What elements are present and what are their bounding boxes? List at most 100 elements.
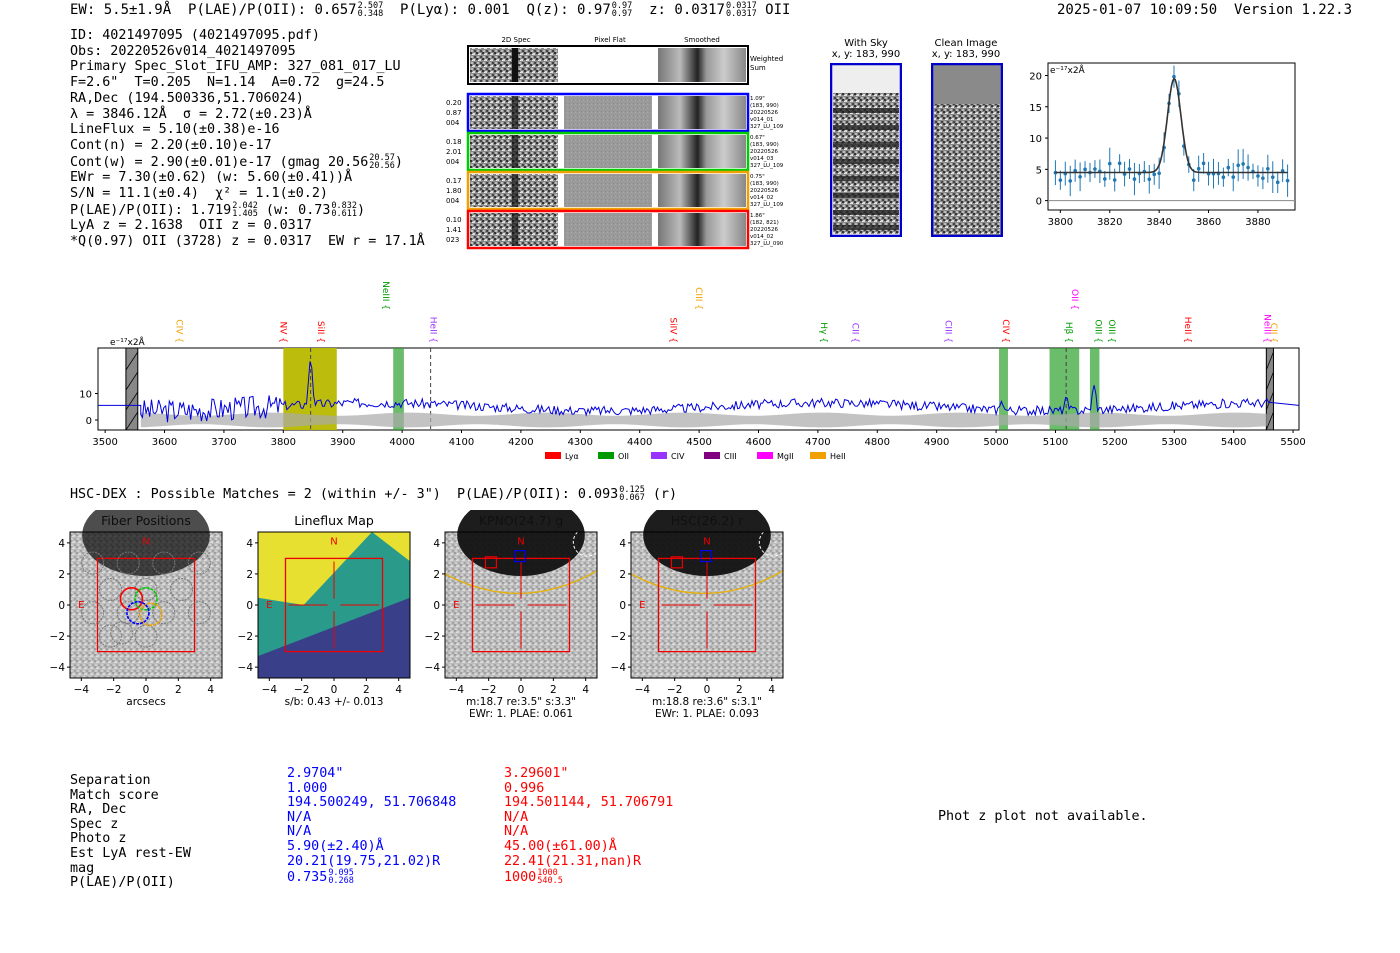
match-box-red (670, 556, 684, 569)
panel-xtick-label: 2 (175, 684, 182, 696)
panel-xtick-label: −4 (449, 684, 465, 696)
north-label: N (142, 536, 149, 547)
spec-line-label: OII { (1069, 289, 1079, 310)
match-blue-value: 2.9704" (287, 766, 344, 781)
info-contw-text: Cont(w) = 2.90(±0.01)e-17 (gmag 20.56 (70, 154, 369, 170)
info-plae-lo: 1.405 (232, 208, 258, 219)
spec-line-label: NeIII { (380, 281, 390, 310)
east-label: E (266, 600, 272, 611)
match-blue-value: 194.500249, 51.706848 (287, 795, 457, 811)
plae-value: 1000 (504, 870, 537, 886)
info-plae-w: (w: 0.73 (265, 202, 331, 218)
fit-point (1147, 177, 1152, 182)
match-label: Separation (70, 773, 151, 788)
spec-row-right-label: 20220526 (750, 227, 778, 233)
spec-xtick-label: 3500 (92, 437, 117, 448)
cutout-caption2: EWr: 1. PLAE: 0.061 (469, 708, 573, 720)
spec-xtick-label: 5500 (1280, 437, 1305, 448)
spec-row-right-label: (182, 821) (750, 220, 779, 226)
cutout-caption2: EWr: 1. PLAE: 0.093 (655, 708, 759, 720)
fit-point (1157, 171, 1161, 176)
fit-point (1256, 174, 1260, 178)
cutout-caption: s/b: 0.43 +/- 0.013 (285, 696, 384, 708)
spec-hatch (1265, 411, 1274, 431)
info-plae-w-hi: 0.832 (331, 200, 357, 211)
sum-label: Sum (750, 64, 766, 72)
panel-ytick-label: 0 (246, 600, 253, 612)
fit-point (1201, 161, 1206, 166)
neighbor-aperture (572, 531, 598, 557)
spec-ytick-label: 10 (79, 390, 92, 401)
header-qz-hi: 0.97 (611, 1, 633, 11)
spec-row-right-label: v014_02 (750, 195, 774, 201)
spec-row-left-label: 0.17 (446, 177, 462, 185)
spec-row-smooth (658, 135, 746, 168)
match-labels: Separation Match score RA, Dec Spec z Photo … (70, 773, 191, 891)
fit-xtick-label: 3860 (1196, 217, 1221, 228)
east-label: E (78, 600, 84, 611)
spec2d-panel: 2D Spec Pixel Flat Smoothed Weighted Sum… (440, 34, 800, 256)
spec-xtick-label: 4800 (865, 437, 890, 448)
clean-title: Clean Image (934, 38, 998, 49)
fit-point (1073, 168, 1077, 173)
spec-xtick-label: 4300 (568, 437, 593, 448)
fit-point (1241, 162, 1245, 166)
header-plya: P(Lyα): 0.001 (400, 2, 510, 18)
fit-point (1236, 163, 1240, 168)
match-red-values: 3.29601" 0.996 194.501144, 51.706791 N/A N/A… (504, 766, 673, 886)
withsky-header: With Sky x, y: 183, 990 (826, 38, 906, 60)
fit-xtick-label: 3820 (1097, 217, 1122, 228)
fiber-highlight (126, 600, 150, 625)
fit-model-curve (1055, 77, 1288, 174)
clean-header: Clean Image x, y: 183, 990 (926, 38, 1006, 60)
hsc-title-text: HSC-DEX : Possible Matches = 2 (within +… (70, 487, 619, 502)
match-box-blue (513, 550, 527, 563)
detection-info: ID: 4021497095 (4021497095.pdf) Obs: 202… (70, 28, 425, 250)
spec-units: e⁻¹⁷x2Å (110, 336, 146, 348)
withsky-title: With Sky (844, 38, 888, 49)
plae-hi: 9.095 (328, 868, 354, 879)
info-ewr: EWr = 7.30(±0.62) (w: 5.60(±0.41))Å (70, 170, 353, 186)
spec-line-label: NeIII { (1262, 314, 1272, 343)
line-fit-plot: 0 5 10 15 20 3800 3820 3840 3860 3880 e⁻¹⁷x2Å (1029, 62, 1296, 228)
fit-point (1127, 167, 1132, 171)
fit-point (1112, 178, 1117, 182)
fiber-circle (81, 601, 105, 625)
weighted-line (512, 48, 518, 82)
header-qz-lo: 0.97 (611, 9, 633, 19)
spec-row-left-label: 1.80 (446, 187, 462, 195)
fiber-highlight (134, 586, 158, 611)
match-label: mag (70, 860, 95, 876)
fit-point (1083, 167, 1087, 172)
panel-xtick-label: −4 (74, 684, 90, 696)
match-label: Match score (70, 787, 159, 803)
spec-line-label: CIV { (173, 319, 183, 343)
panel-xtick-label: 0 (704, 684, 711, 696)
header-summary: EW: 5.5±1.9Å P(LAE)/P(OII): 0.657 2.507 0.… (70, 1, 790, 19)
fit-xtick-label: 3800 (1048, 217, 1073, 228)
fiber-circle (152, 551, 176, 575)
panel-ytick-label: 4 (619, 538, 626, 550)
spec-row-right-label: 20220526 (750, 149, 778, 155)
panel-ytick-label: 2 (433, 569, 440, 581)
panel-xtick-label: −2 (294, 684, 309, 696)
spec-hatch (125, 411, 139, 431)
panel-ytick-label: −2 (425, 631, 440, 643)
cutout-panels: Fiber PositionsNE420−2−4−4−2024arcsecsLi… (50, 510, 784, 720)
spec-xtick-label: 3700 (211, 437, 236, 448)
spec-row-left-label: 0.20 (446, 99, 462, 107)
lineflux-high (258, 532, 372, 605)
panel-xtick-label: −2 (481, 684, 496, 696)
panel-ytick-label: 4 (246, 538, 253, 550)
fit-point (1093, 167, 1097, 171)
fit-point (1117, 161, 1122, 166)
plae-value: 0.735 (287, 870, 328, 886)
spec-xtick-label: 4000 (389, 437, 414, 448)
match-blue-value: 20.21(19.75,21.02)R (287, 853, 441, 869)
match-blue-value: N/A (287, 809, 312, 825)
spec-row-flat (564, 174, 652, 207)
info-plae-text: P(LAE)/P(OII): 1.719 (70, 202, 232, 218)
cutout-title: Lineflux Map (294, 513, 374, 528)
